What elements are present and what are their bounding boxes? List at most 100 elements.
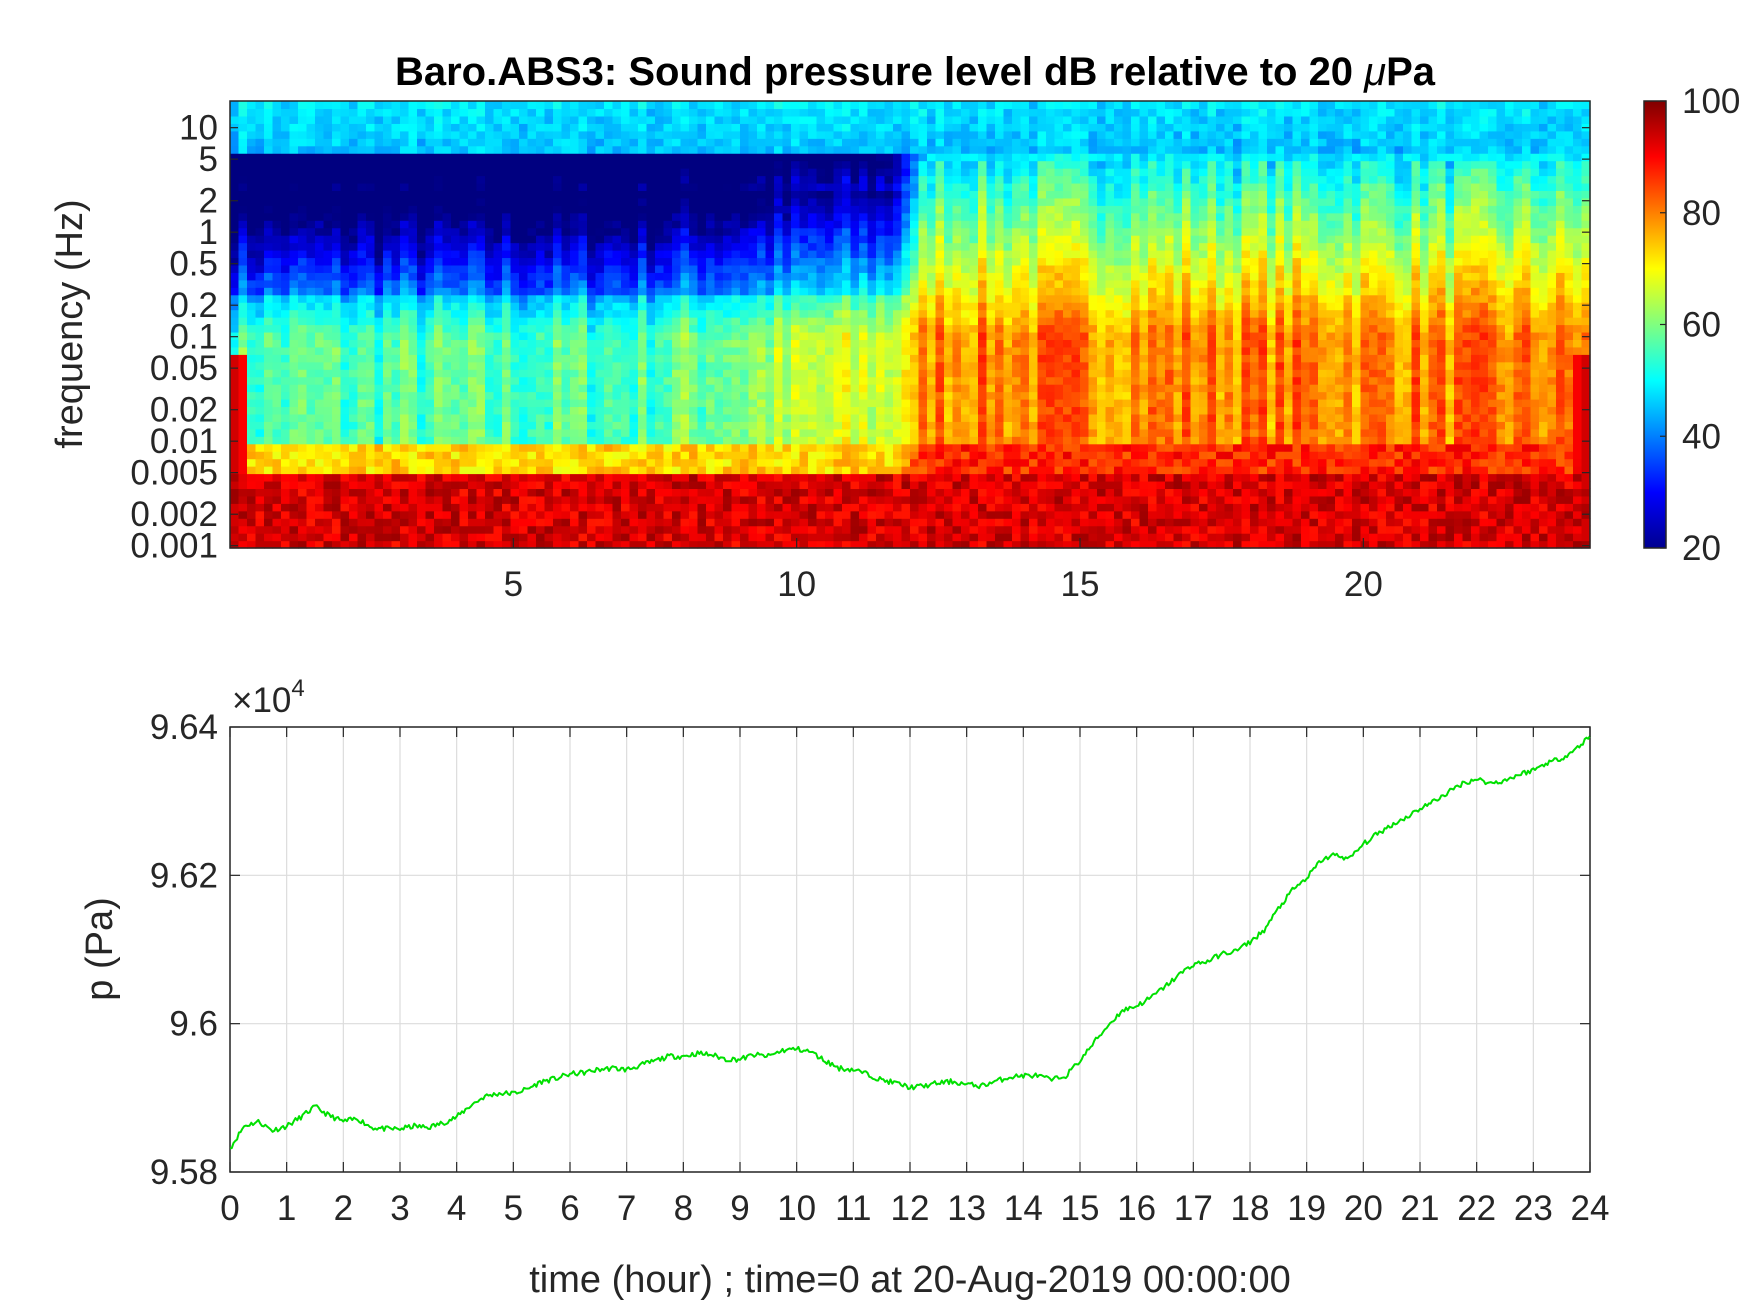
spectrogram-cell [714,361,724,370]
spectrogram-cell [825,480,835,489]
spectrogram-cell [791,495,801,504]
spectrogram-cell [408,309,418,318]
spectrogram-cell [918,480,928,489]
spectrogram-cell [527,428,537,437]
spectrogram-cell [918,391,928,400]
spectrogram-cell [757,406,767,415]
spectrogram-cell [816,101,826,110]
spectrogram-cell [502,294,512,303]
spectrogram-cell [255,272,265,281]
spectrogram-cell [536,413,546,422]
spectrogram-cell [493,264,503,273]
spectrogram-cell [808,309,818,318]
spectrogram-cell [289,473,299,482]
spectrogram-cell [366,428,376,437]
spectrogram-cell [425,391,435,400]
spectrogram-cell [374,331,384,340]
spectrogram-cell [842,540,852,549]
spectrogram-cell [247,302,257,311]
spectrogram-cell [255,399,265,408]
spectrogram-cell [833,242,843,251]
spectrogram-cell [510,272,520,281]
spectrogram-cell [451,294,461,303]
spectrogram-cell [859,250,869,259]
spectrogram-cell [332,399,342,408]
spectrogram-cell [340,488,350,497]
spectrogram-cell [434,257,444,266]
spectrogram-cell [638,287,648,296]
spectrogram-cell [374,488,384,497]
spectrogram-cell [264,212,274,221]
spectrogram-cell [689,272,699,281]
spectrogram-cell [502,324,512,333]
spectrogram-cell [264,518,274,527]
spectrogram-cell [638,533,648,542]
spectrogram-cell [774,317,784,326]
spectrogram-cell [604,376,614,385]
spectrogram-cell [850,242,860,251]
spectrogram-cell [791,346,801,355]
spectrogram-cell [612,376,622,385]
spectrogram-cell [867,101,877,110]
spectrogram-cell [731,525,741,534]
spectrogram-cell [408,182,418,191]
spectrogram-cell [400,250,410,259]
spectrogram-cell [272,130,282,139]
spectrogram-cell [757,309,767,318]
spectrogram-cell [638,317,648,326]
spectrogram-cell [833,458,843,467]
spectrogram-cell [425,138,435,147]
spectrogram-cell [765,346,775,355]
spectrogram-cell [332,250,342,259]
spectrogram-cell [459,130,469,139]
spectrogram-cell [595,279,605,288]
spectrogram-cell [757,384,767,393]
spectrogram-cell [340,279,350,288]
spectrogram-cell [723,406,733,415]
spectrogram-cell [893,182,903,191]
spectrogram-cell [757,123,767,132]
spectrogram-cell [493,399,503,408]
spectrogram-cell [799,324,809,333]
spectrogram-cell [451,533,461,542]
spectrogram-cell [638,488,648,497]
spectrogram-cell [383,115,393,124]
spectrogram-cell [918,168,928,177]
spectrogram-cell [434,272,444,281]
spectrogram-cell [748,384,758,393]
spectrogram-cell [306,384,316,393]
spectrogram-cell [859,540,869,549]
spectrogram-cell [825,406,835,415]
spectrogram-cell [629,324,639,333]
spectrogram-cell [383,369,393,378]
spectrogram-cell [476,205,486,214]
spectrogram-cell [493,346,503,355]
spectrogram-cell [536,309,546,318]
spectrogram-cell [570,145,580,154]
spectrogram-cell [672,510,682,519]
spectrogram-cell [570,436,580,445]
spectrogram-cell [434,339,444,348]
spectrogram-cell [425,153,435,162]
spectrogram-cell [400,458,410,467]
spectrogram-cell [621,339,631,348]
spectrogram-cell [391,220,401,229]
spectrogram-cell [587,220,597,229]
spectrogram-cell [893,309,903,318]
spectrogram-cell [663,339,673,348]
spectrogram-cell [374,391,384,400]
spectrogram-cell [825,503,835,512]
spectrogram-cell [723,197,733,206]
spectrogram-cell [782,533,792,542]
spectrogram-cell [323,369,333,378]
spectrogram-cell [850,443,860,452]
spectrogram-cell [417,182,427,191]
spectrogram-cell [918,399,928,408]
spectrogram-cell [740,264,750,273]
spectrogram-cell [799,227,809,236]
spectrogram-cell [230,399,240,408]
spectrogram-cell [485,324,495,333]
spectrogram-cell [247,197,257,206]
spectrogram-cell [765,257,775,266]
spectrogram-cell [595,533,605,542]
